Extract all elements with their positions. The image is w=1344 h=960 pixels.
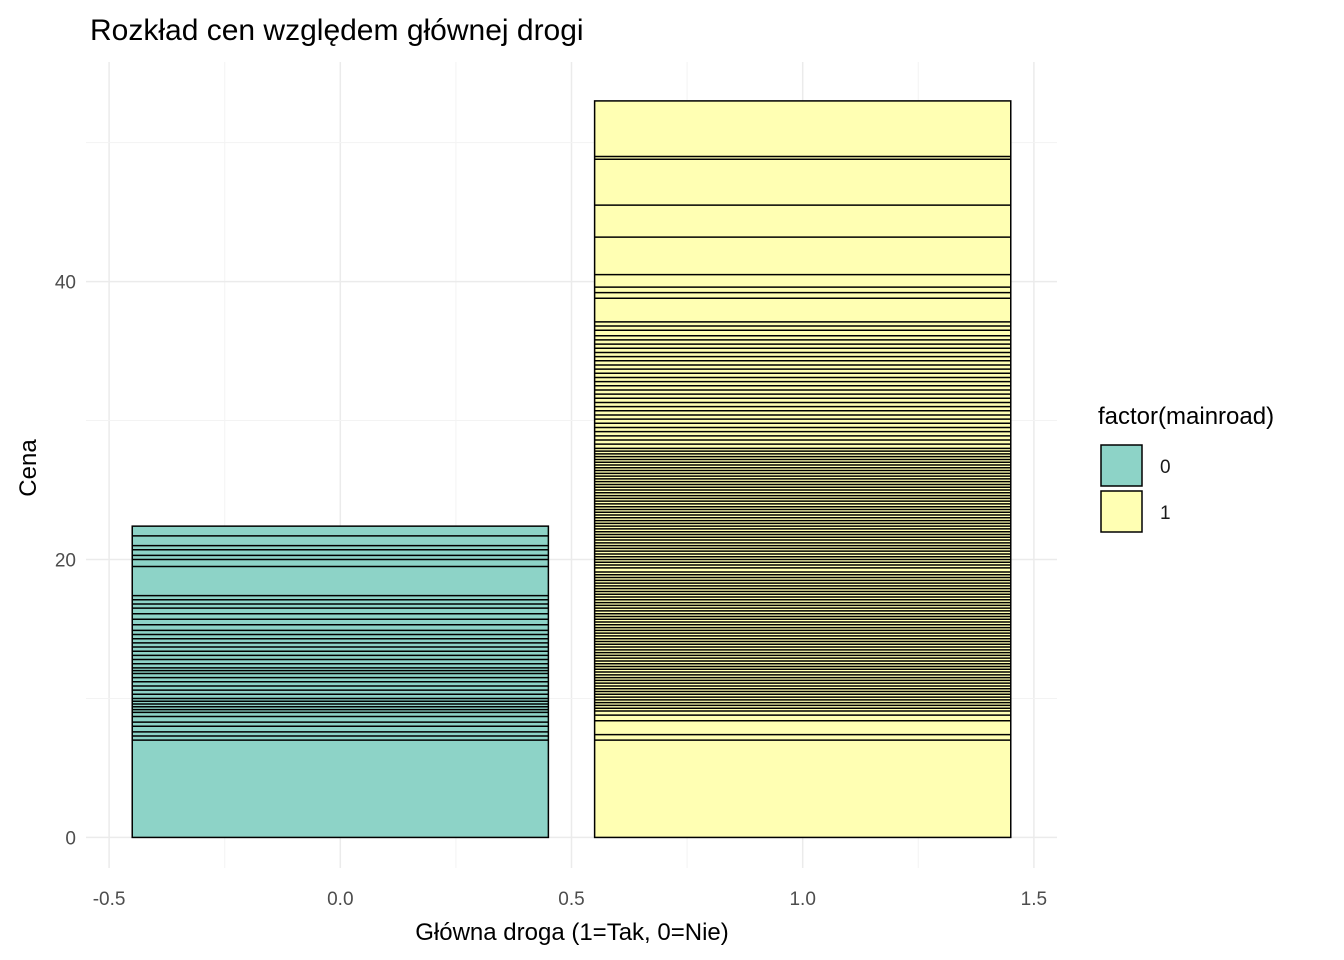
- chart-title: Rozkład cen względem głównej drogi: [90, 14, 584, 47]
- bar-outline-0: [131, 525, 550, 839]
- legend-swatch-1: [1100, 490, 1143, 533]
- bar-fill-1: [594, 100, 1011, 838]
- y-axis-title: Cena: [15, 439, 42, 497]
- x-tick-label: 1.5: [1021, 889, 1047, 910]
- bar-outline-1: [593, 100, 1012, 839]
- y-tick-label: 40: [55, 273, 76, 294]
- bar-1: [593, 100, 1012, 839]
- legend-title: factor(mainroad): [1098, 403, 1274, 430]
- legend-items: 01: [1100, 444, 1171, 533]
- y-tick-label: 20: [55, 550, 76, 571]
- x-tick-label: 1.0: [789, 889, 815, 910]
- legend-swatch-0: [1100, 444, 1143, 487]
- x-tick-label: 0.5: [558, 889, 584, 910]
- x-axis-title: Główna droga (1=Tak, 0=Nie): [415, 919, 729, 946]
- legend-label-0: 0: [1160, 457, 1171, 478]
- bar-0: [131, 525, 550, 839]
- legend: factor(mainroad) 01: [1098, 403, 1274, 533]
- x-tick-label: -0.5: [93, 889, 126, 910]
- y-tick-label: 0: [65, 828, 76, 849]
- x-tick-label: 0.0: [327, 889, 353, 910]
- legend-label-1: 1: [1160, 503, 1171, 524]
- x-axis-ticks: -0.5 0.0 0.5 1.0 1.5: [93, 889, 1047, 910]
- y-axis-ticks: 0 20 40: [55, 273, 76, 850]
- bars: [131, 100, 1012, 839]
